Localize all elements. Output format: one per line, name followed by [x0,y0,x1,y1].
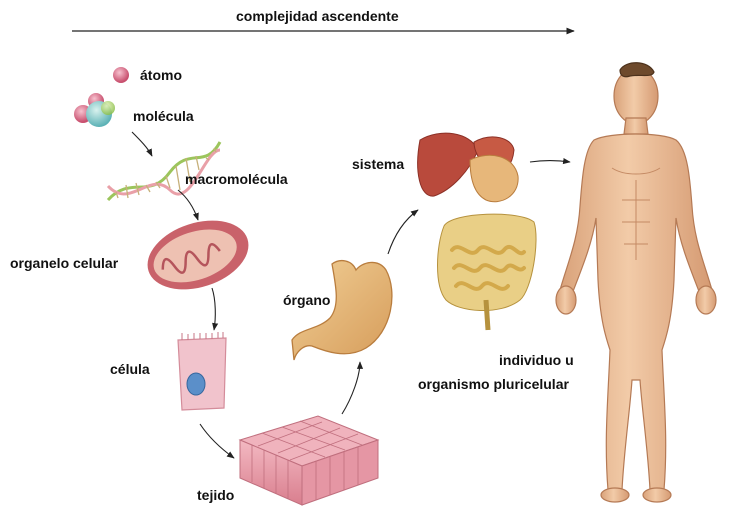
label-organelo: organelo celular [10,255,119,271]
label-organo: órgano [283,292,331,308]
label-celula: célula [110,361,150,377]
label-macromolecula: macromolécula [185,171,288,187]
label-individuo-line1: individuo u [499,352,574,368]
digestive-system-illustration [417,132,537,331]
human-figure-illustration [555,62,717,503]
label-sistema: sistema [352,156,405,172]
arrow-organo-sistema [387,209,419,255]
arrow-organelo-celula [211,287,219,331]
label-molecula: molécula [133,108,194,124]
diagram-title: complejidad ascendente [236,8,399,24]
dna-illustration [106,141,222,202]
label-tejido: tejido [197,487,235,503]
cell-illustration [177,332,227,411]
atom-illustration [113,67,129,83]
arrow-sistema-individuo [529,157,571,165]
arrow-tejido-organo [341,361,364,415]
label-individuo-line2: organismo pluricelular [418,376,569,392]
organelle-illustration [147,220,249,290]
flow-arrows [131,131,571,459]
molecule-illustration [74,93,115,127]
arrow-celula-tejido [199,423,235,459]
stomach-illustration [291,259,393,361]
arrow-molecula-macromolecula [131,131,153,157]
tissue-illustration [238,415,380,506]
label-atomo: átomo [140,67,182,83]
arrow-macromolecula-organelo [177,189,199,221]
